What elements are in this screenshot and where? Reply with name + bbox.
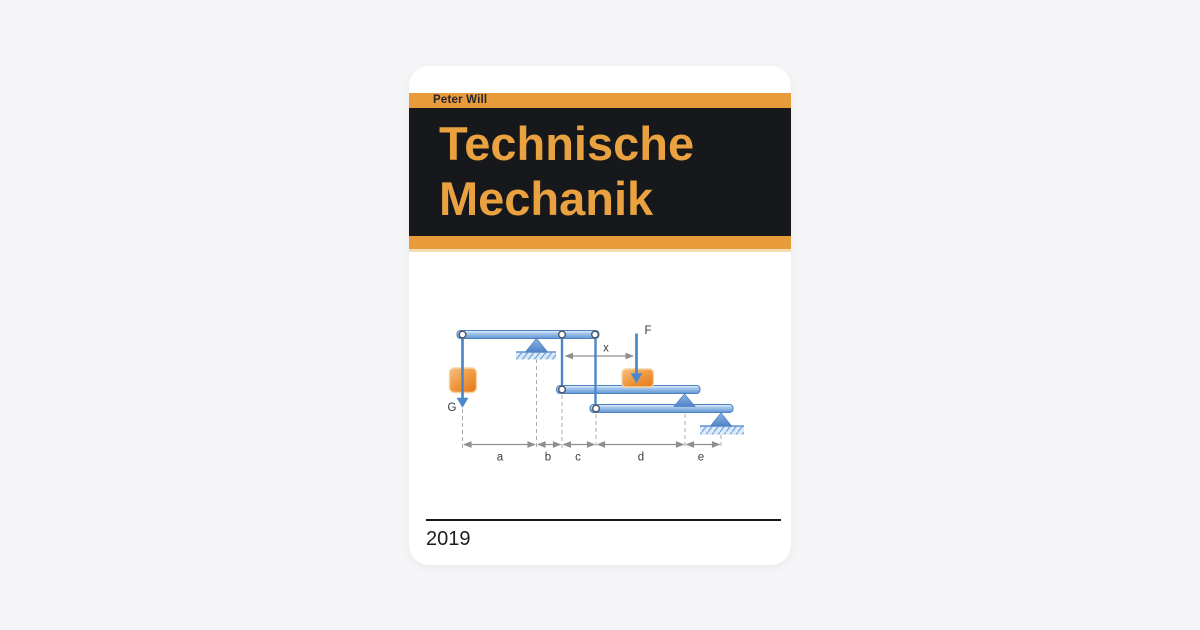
label-force-f: F — [644, 325, 651, 337]
link-rods — [560, 334, 597, 409]
book-title: Technische Mechanik — [409, 108, 791, 236]
label-dim-d: d — [638, 452, 644, 464]
author-name: Peter Will — [433, 94, 488, 106]
beam-bottom — [589, 404, 734, 413]
pin-joints — [458, 330, 601, 413]
ground-hatch-right — [700, 425, 744, 435]
title-line-1: Technische — [439, 117, 695, 170]
footer-divider — [426, 519, 781, 521]
support-icon-left — [524, 337, 549, 353]
ground-hatch-left — [516, 351, 556, 360]
label-weight-g: G — [448, 402, 457, 414]
support-icon-middle — [673, 393, 696, 407]
title-line-2: Mechanik — [439, 172, 654, 225]
extension-lines — [462, 359, 722, 448]
label-dim-c: c — [575, 452, 581, 464]
label-dim-e: e — [698, 452, 704, 464]
label-offset-x: x — [603, 343, 609, 355]
force-arrow-f — [630, 333, 643, 384]
support-icon-right — [709, 412, 733, 427]
accent-bar-bottom — [409, 236, 791, 249]
mechanics-diagram: G F x a b c d e — [448, 325, 744, 464]
label-dim-b: b — [545, 452, 551, 464]
beam-top — [456, 330, 600, 339]
weight-arrow-g — [456, 334, 469, 408]
book-cover-card: Peter Will Technische Mechanik — [409, 66, 791, 565]
author-bar: Peter Will — [409, 93, 791, 108]
accent-stripe-light — [409, 249, 791, 252]
label-dim-a: a — [497, 452, 504, 464]
publication-year: 2019 — [426, 528, 471, 550]
